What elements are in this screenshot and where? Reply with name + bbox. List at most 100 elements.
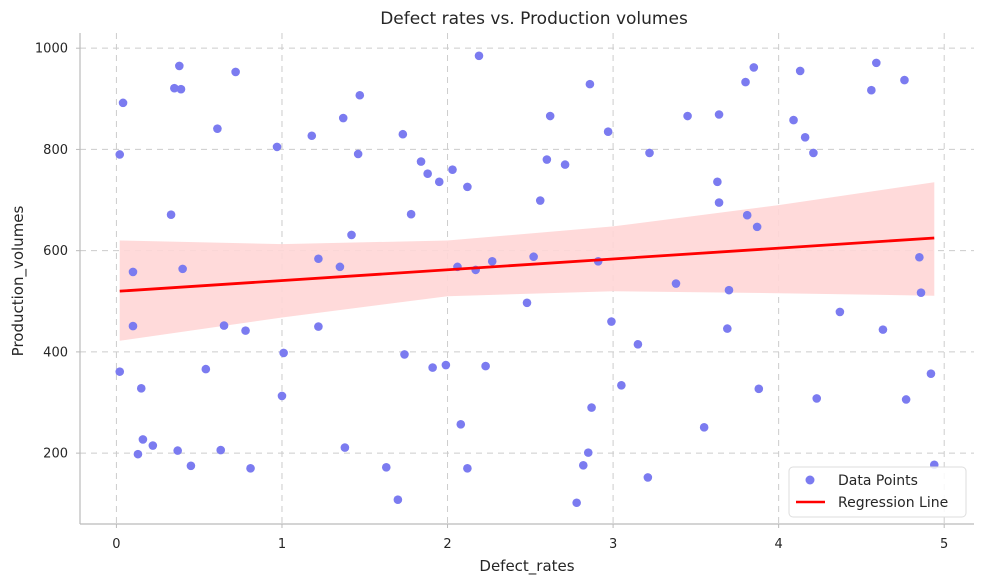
data-point [347, 230, 356, 240]
data-point [166, 210, 176, 220]
legend-label-data-points: Data Points [838, 473, 918, 489]
x-tick-label: 5 [940, 537, 948, 552]
confidence-band [119, 182, 935, 341]
data-point [522, 298, 532, 308]
data-point [723, 324, 732, 333]
data-point [335, 262, 345, 272]
data-point [481, 361, 490, 371]
data-point [272, 142, 282, 152]
data-point [535, 196, 545, 205]
data-point [353, 149, 363, 159]
data-point [456, 419, 466, 429]
data-point [714, 110, 724, 119]
data-point [607, 317, 616, 326]
legend-box [788, 466, 967, 518]
data-point [115, 367, 125, 376]
data-point [307, 131, 317, 141]
data-point [474, 51, 484, 61]
legend-marker-data-points [805, 475, 815, 485]
data-point [115, 150, 125, 159]
data-points [115, 51, 939, 508]
data-point [138, 435, 148, 444]
y-tick-label: 800 [43, 143, 68, 158]
data-point [835, 307, 845, 317]
data-point [633, 340, 643, 349]
data-point [878, 325, 888, 334]
data-point [216, 445, 226, 455]
y-tick-label: 1000 [35, 42, 68, 57]
data-point [812, 394, 822, 403]
data-point [128, 321, 138, 331]
data-point [699, 423, 709, 432]
legend-label-regression-line: Regression Line [838, 495, 948, 511]
chart-title: Defect rates vs. Production volumes [380, 9, 688, 29]
data-point [314, 322, 323, 331]
data-point [448, 165, 457, 174]
data-point [423, 169, 432, 179]
data-point [279, 348, 288, 358]
data-point [872, 58, 881, 68]
axes [79, 33, 974, 525]
data-point [393, 495, 403, 505]
data-point [175, 61, 184, 71]
data-point [186, 461, 196, 471]
x-tick-label: 4 [775, 537, 783, 552]
data-point [754, 384, 764, 394]
x-tick-label: 0 [112, 537, 120, 552]
data-point [487, 256, 497, 266]
data-point [128, 267, 138, 277]
data-point [916, 288, 926, 297]
y-tick-label: 400 [43, 345, 68, 360]
data-point [585, 79, 595, 89]
data-point [683, 111, 692, 121]
data-point [572, 498, 581, 508]
data-point [583, 448, 593, 457]
data-point [338, 113, 348, 123]
data-point [241, 326, 250, 335]
data-point [463, 464, 472, 473]
data-point [560, 160, 570, 169]
data-point [578, 460, 588, 470]
data-point [752, 222, 762, 232]
data-point [340, 443, 350, 452]
data-point [170, 83, 179, 93]
data-point [176, 84, 186, 94]
data-point [136, 384, 146, 393]
y-tick-label: 600 [43, 244, 68, 259]
data-point [603, 127, 613, 137]
data-point [148, 441, 158, 450]
data-point [714, 198, 724, 207]
data-point [441, 360, 451, 370]
data-point [213, 124, 222, 133]
data-point [915, 252, 924, 262]
data-point [463, 182, 472, 192]
y-axis-label: Production_volumes [9, 205, 28, 356]
data-point [173, 446, 182, 455]
data-point [398, 129, 408, 139]
data-point [742, 210, 752, 220]
regression-line [119, 236, 935, 293]
data-point [416, 157, 426, 166]
data-point [246, 464, 255, 473]
data-point [542, 155, 552, 164]
y-ticks: 200 400 600 800 1000 [35, 42, 80, 462]
x-tick-label: 2 [443, 537, 451, 552]
data-point [900, 75, 909, 85]
data-point [118, 98, 128, 108]
data-point [381, 463, 391, 472]
data-point [434, 177, 444, 187]
data-point [724, 285, 734, 295]
data-point [749, 63, 759, 72]
data-point [314, 254, 323, 264]
data-point [406, 209, 416, 219]
data-point [926, 369, 936, 378]
data-point [529, 252, 538, 262]
data-point [643, 473, 653, 482]
data-point [741, 77, 750, 87]
data-point [867, 85, 876, 95]
data-point [645, 148, 654, 158]
data-point [901, 395, 911, 404]
data-point [789, 115, 798, 125]
data-point [617, 381, 626, 390]
